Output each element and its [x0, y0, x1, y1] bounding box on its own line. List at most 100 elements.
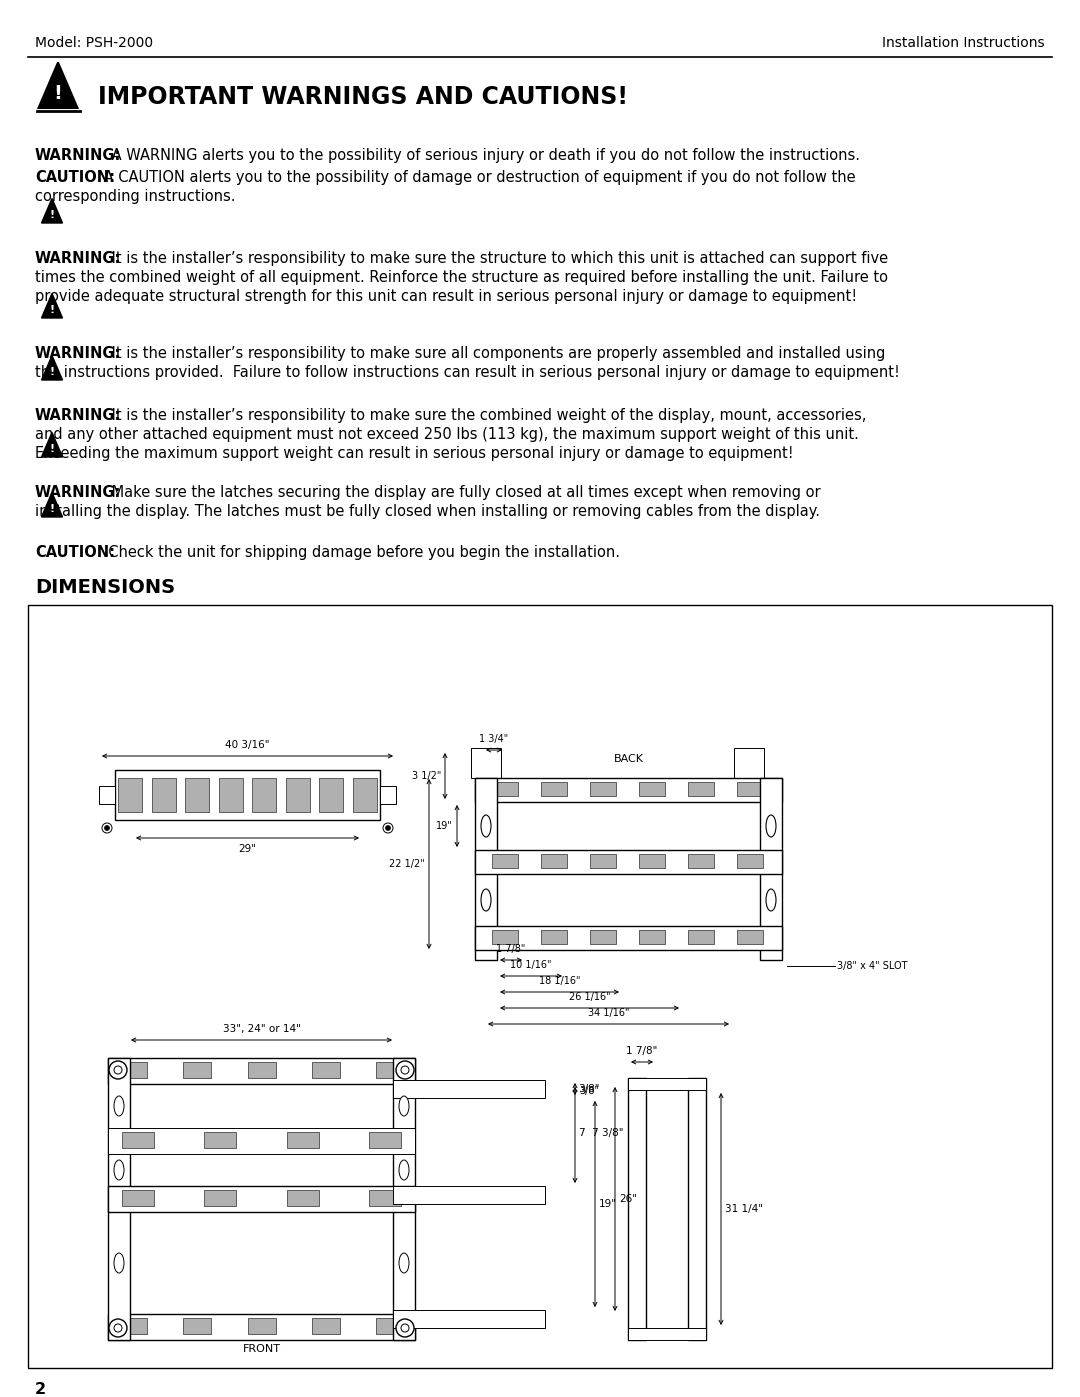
Text: 34 1/16": 34 1/16": [588, 1009, 630, 1018]
Bar: [541, 782, 567, 796]
Polygon shape: [41, 198, 63, 224]
Text: WARNING:: WARNING:: [35, 346, 121, 360]
Text: Check the unit for shipping damage before you begin the installation.: Check the unit for shipping damage befor…: [99, 545, 620, 560]
Polygon shape: [41, 293, 63, 319]
Bar: [475, 778, 497, 960]
Bar: [108, 1058, 130, 1340]
Bar: [204, 1190, 237, 1206]
Bar: [353, 778, 377, 812]
Text: !: !: [54, 84, 63, 103]
Text: 29": 29": [239, 844, 257, 854]
Text: BACK: BACK: [613, 754, 644, 764]
Text: Installation Instructions: Installation Instructions: [882, 36, 1045, 50]
Bar: [737, 930, 762, 944]
Circle shape: [109, 1319, 127, 1337]
Text: and any other attached equipment must not exceed 250 lbs (113 kg), the maximum s: and any other attached equipment must no…: [35, 427, 859, 441]
Text: 19": 19": [436, 821, 453, 831]
Text: Model: PSH-2000: Model: PSH-2000: [35, 36, 153, 50]
Bar: [627, 1329, 706, 1340]
Bar: [253, 778, 276, 812]
Bar: [219, 778, 243, 812]
Bar: [151, 778, 176, 812]
Bar: [492, 854, 518, 868]
Polygon shape: [41, 433, 63, 457]
Text: 33", 24" or 14": 33", 24" or 14": [222, 1024, 300, 1034]
Text: 18 1/16": 18 1/16": [539, 977, 580, 986]
Bar: [369, 1190, 401, 1206]
Text: 1 3/4": 1 3/4": [480, 733, 509, 745]
Circle shape: [105, 826, 109, 830]
Text: Make sure the latches securing the display are fully closed at all times except : Make sure the latches securing the displ…: [107, 485, 821, 500]
Text: WARNING:: WARNING:: [35, 148, 121, 163]
Bar: [639, 782, 665, 796]
Text: 2: 2: [35, 1383, 46, 1397]
Text: times the combined weight of all equipment. Reinforce the structure as required : times the combined weight of all equipme…: [35, 270, 888, 285]
Bar: [108, 1127, 415, 1154]
Text: 1 7/8": 1 7/8": [497, 944, 526, 954]
Ellipse shape: [481, 814, 491, 837]
Ellipse shape: [766, 888, 777, 911]
Bar: [688, 930, 714, 944]
Text: 31 1/4": 31 1/4": [725, 1204, 762, 1214]
Text: 22 1/2": 22 1/2": [389, 859, 426, 869]
Bar: [118, 778, 141, 812]
Circle shape: [102, 823, 112, 833]
Bar: [590, 930, 616, 944]
Circle shape: [396, 1060, 414, 1078]
Text: It is the installer’s responsibility to make sure the combined weight of the dis: It is the installer’s responsibility to …: [107, 408, 866, 423]
Bar: [541, 930, 567, 944]
Bar: [639, 854, 665, 868]
Bar: [184, 1062, 212, 1078]
Text: It is the installer’s responsibility to make sure the structure to which this un: It is the installer’s responsibility to …: [107, 251, 888, 265]
Polygon shape: [41, 355, 63, 380]
Bar: [28, 605, 1052, 1368]
Text: installing the display. The latches must be fully closed when installing or remo: installing the display. The latches must…: [35, 504, 820, 520]
Bar: [475, 926, 782, 950]
Text: CAUTION:: CAUTION:: [35, 170, 114, 184]
Bar: [380, 787, 396, 805]
Bar: [688, 854, 714, 868]
Bar: [475, 778, 782, 802]
Bar: [122, 1190, 154, 1206]
Bar: [247, 1062, 275, 1078]
Bar: [688, 782, 714, 796]
Ellipse shape: [114, 1097, 124, 1116]
Bar: [492, 782, 518, 796]
Bar: [312, 1317, 340, 1334]
Circle shape: [383, 823, 393, 833]
Bar: [627, 1078, 706, 1090]
Ellipse shape: [399, 1160, 409, 1180]
Text: Exceeding the maximum support weight can result in serious personal injury or da: Exceeding the maximum support weight can…: [35, 446, 794, 461]
Text: IMPORTANT WARNINGS AND CAUTIONS!: IMPORTANT WARNINGS AND CAUTIONS!: [98, 85, 627, 109]
Text: A WARNING alerts you to the possibility of serious injury or death if you do not: A WARNING alerts you to the possibility …: [107, 148, 860, 163]
Text: 10 1/16": 10 1/16": [510, 960, 552, 970]
Bar: [184, 1317, 212, 1334]
Circle shape: [401, 1066, 409, 1074]
Circle shape: [114, 1324, 122, 1331]
Bar: [541, 854, 567, 868]
Bar: [320, 778, 343, 812]
Text: 26": 26": [619, 1194, 637, 1204]
Text: WARNING:: WARNING:: [35, 485, 121, 500]
Text: A CAUTION alerts you to the possibility of damage or destruction of equipment if: A CAUTION alerts you to the possibility …: [99, 170, 855, 184]
Text: 3/8": 3/8": [579, 1085, 599, 1097]
Bar: [99, 787, 114, 805]
Text: 40 3/16": 40 3/16": [226, 740, 270, 750]
Circle shape: [109, 1060, 127, 1078]
Ellipse shape: [481, 888, 491, 911]
Text: !: !: [50, 210, 55, 221]
Text: corresponding instructions.: corresponding instructions.: [35, 189, 235, 204]
Bar: [471, 747, 501, 778]
Circle shape: [386, 826, 391, 830]
Bar: [114, 770, 380, 820]
Ellipse shape: [114, 1253, 124, 1273]
Text: 3/8" x 4" SLOT: 3/8" x 4" SLOT: [837, 961, 907, 971]
Text: 7  7 3/8": 7 7 3/8": [579, 1127, 623, 1139]
Bar: [393, 1058, 415, 1340]
Bar: [119, 1062, 147, 1078]
Text: 19": 19": [599, 1199, 617, 1208]
Bar: [108, 1186, 415, 1213]
Circle shape: [114, 1066, 122, 1074]
Bar: [286, 1190, 319, 1206]
Bar: [376, 1317, 404, 1334]
